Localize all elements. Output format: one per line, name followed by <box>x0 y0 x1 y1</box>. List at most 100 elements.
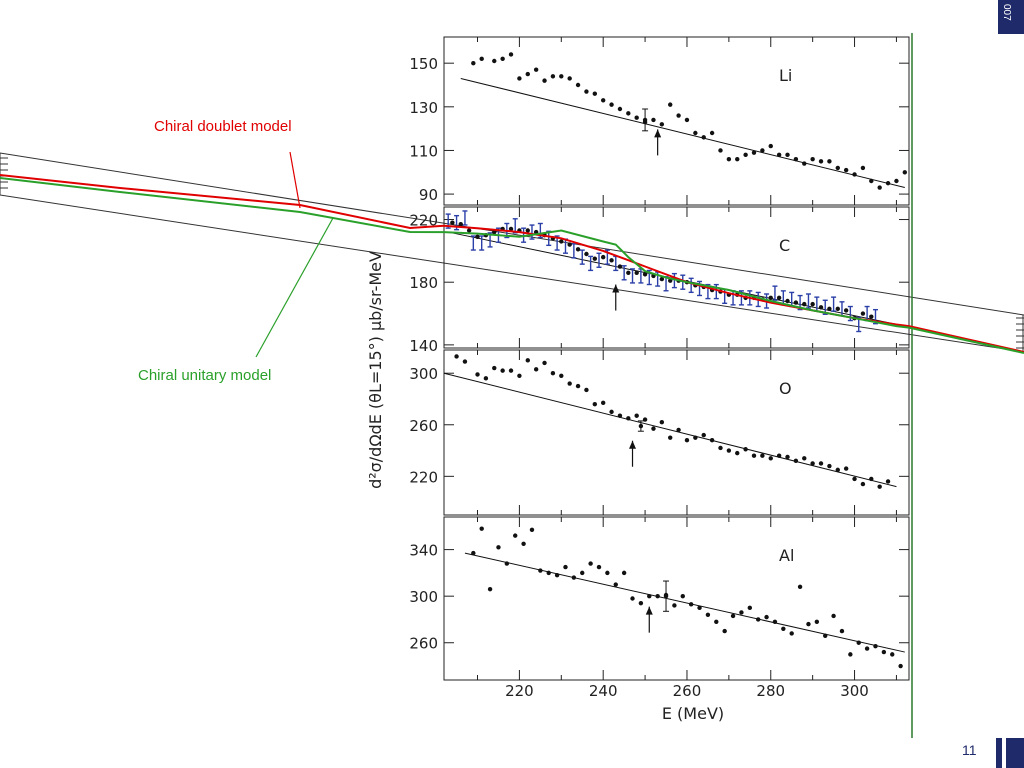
y-tick-label: 150 <box>409 55 438 73</box>
data-point <box>843 308 849 313</box>
panel-li: 90 110 130 150 Li <box>409 36 910 206</box>
data-point <box>559 74 564 79</box>
data-point <box>571 575 577 580</box>
data-point <box>471 550 476 556</box>
x-axis-label: E (MeV) <box>662 704 724 723</box>
page-bar <box>1006 738 1024 768</box>
data-point <box>835 467 840 473</box>
data-point <box>781 626 786 631</box>
corner-tab-text: 007 <box>1001 4 1012 21</box>
chart-panels: 90 110 130 150 Li 140 180 220 C 220 260 300 O 260 300 3… <box>409 33 913 738</box>
data-point <box>567 242 572 247</box>
band-lower-line <box>0 194 1024 353</box>
data-point <box>500 368 505 373</box>
corner-tab: 007 <box>998 0 1024 34</box>
data-point <box>705 612 711 617</box>
data-point <box>802 301 807 307</box>
data-point <box>881 649 887 655</box>
data-point <box>621 570 627 576</box>
data-point <box>584 387 589 393</box>
data-point <box>793 156 799 162</box>
data-point <box>818 159 824 164</box>
data-point <box>575 82 581 88</box>
data-point <box>772 619 778 624</box>
data-point <box>856 640 861 645</box>
data-point <box>743 447 748 452</box>
y-tick-label: 90 <box>419 186 438 204</box>
data-point <box>789 631 794 636</box>
data-point <box>567 76 572 81</box>
data-point <box>550 371 556 376</box>
y-tick-label: 220 <box>409 212 438 230</box>
data-point <box>517 76 522 81</box>
data-point <box>600 400 606 406</box>
data-point <box>525 358 530 363</box>
data-point <box>688 602 694 607</box>
threshold-arrow-head <box>612 284 620 293</box>
data-point <box>701 432 706 438</box>
data-point <box>885 180 891 186</box>
data-point <box>890 652 895 657</box>
data-point <box>596 564 602 570</box>
page-number: 11 <box>962 742 977 758</box>
data-point <box>559 239 564 244</box>
data-point <box>739 610 744 615</box>
data-point <box>617 106 623 112</box>
data-point <box>827 159 832 164</box>
x-tick-label: 240 <box>589 682 618 700</box>
data-point <box>793 300 799 305</box>
y-tick-label: 300 <box>409 588 438 606</box>
data-point <box>776 453 782 458</box>
data-point <box>810 461 815 466</box>
data-point <box>726 448 732 453</box>
data-point <box>751 453 757 458</box>
data-point <box>768 143 773 149</box>
data-point <box>492 58 497 64</box>
data-point <box>634 115 639 120</box>
panel-frame <box>443 36 910 206</box>
data-point <box>676 427 681 433</box>
doublet-leader <box>289 151 301 209</box>
data-point <box>533 67 539 72</box>
data-point <box>806 621 811 627</box>
data-point <box>559 373 564 378</box>
doublet-annotation: Chiral doublet model <box>154 118 292 135</box>
data-point <box>508 52 514 57</box>
data-point <box>479 56 484 62</box>
data-point <box>450 220 455 225</box>
data-point <box>508 368 514 373</box>
panel-al: 260 300 340 Al <box>409 516 910 681</box>
data-point <box>776 295 782 301</box>
data-point <box>823 633 828 638</box>
data-point <box>843 167 849 173</box>
data-point <box>487 586 493 592</box>
data-point <box>462 359 468 364</box>
data-point <box>776 152 782 158</box>
data-point <box>827 463 832 469</box>
data-point <box>546 570 551 576</box>
annotation-leaders <box>255 151 334 358</box>
data-point <box>730 613 736 619</box>
error-band <box>0 152 1024 353</box>
data-point <box>755 617 761 622</box>
x-tick-label: 280 <box>756 682 785 700</box>
data-point <box>898 663 903 669</box>
data-point <box>680 593 685 599</box>
threshold-arrow-head <box>645 606 653 615</box>
data-point <box>843 466 849 471</box>
data-point <box>647 593 652 599</box>
data-point <box>722 628 727 634</box>
band-upper-line <box>0 152 1024 316</box>
data-point <box>592 91 598 96</box>
doublet-curve <box>0 174 1024 353</box>
data-point <box>869 178 874 184</box>
y-tick-label: 300 <box>409 365 438 383</box>
data-point <box>760 453 765 458</box>
data-point <box>592 256 598 261</box>
panel-label: O <box>779 379 792 398</box>
y-tick-label: 180 <box>409 274 438 292</box>
data-point <box>609 102 614 107</box>
data-point <box>513 533 518 538</box>
data-point <box>902 170 908 175</box>
